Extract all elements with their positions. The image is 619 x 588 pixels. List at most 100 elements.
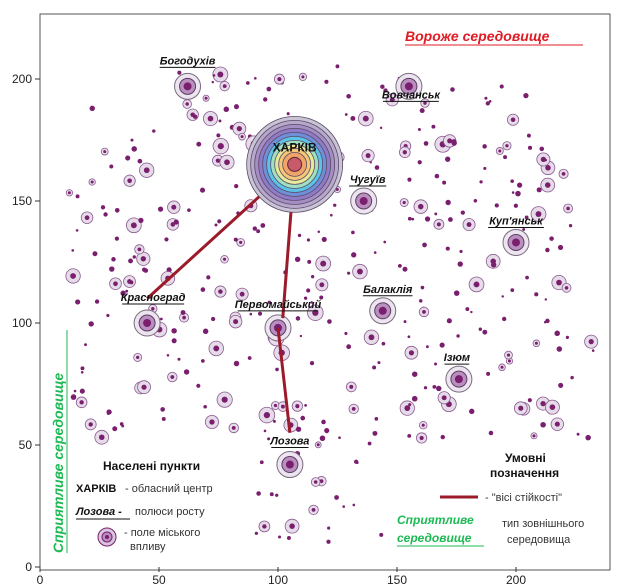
settlement-dot: [407, 433, 412, 438]
settlement-dot: [213, 345, 220, 352]
x-tick-label: 0: [37, 573, 44, 587]
settlement-dot: [295, 426, 302, 432]
settlement-dot: [349, 384, 354, 389]
settlement-dot: [422, 310, 426, 314]
settlement-dot: [112, 426, 118, 432]
settlement-dot: [125, 155, 131, 161]
settlement-dot: [70, 394, 77, 400]
settlement-dot: [486, 371, 491, 376]
settlement-dot: [344, 331, 348, 336]
pole-center: [404, 82, 413, 91]
settlement-dot: [534, 292, 539, 297]
settlement-dot: [383, 240, 387, 244]
settlement-dot: [249, 312, 253, 316]
settlement-dot: [196, 141, 202, 147]
settlement-dot: [532, 434, 536, 438]
settlement-dot: [136, 355, 140, 360]
settlement-dot: [317, 230, 321, 234]
settlement-dot: [434, 173, 440, 179]
legend-capital-key: ХАРКІВ: [76, 483, 116, 495]
settlement-dot: [402, 266, 408, 272]
legend-axis-desc: - "вісі стійкості": [485, 492, 562, 504]
settlement-dot: [557, 244, 564, 251]
settlement-dot: [263, 411, 271, 419]
settlement-dot: [103, 212, 108, 217]
settlement-dot: [309, 361, 315, 366]
settlement-dot: [523, 93, 529, 99]
settlement-dot: [565, 335, 569, 339]
settlement-dot: [280, 404, 285, 409]
settlement-dot: [214, 223, 218, 227]
settlement-dot: [128, 258, 133, 264]
settlement-dot: [402, 200, 406, 205]
city-label: Чугуїв: [350, 174, 386, 186]
settlement-dot: [522, 228, 526, 231]
settlement-dot: [137, 247, 142, 252]
settlement-dot: [556, 279, 562, 286]
settlement-dot: [223, 106, 230, 113]
settlement-dot: [71, 249, 75, 252]
settlement-dot: [170, 375, 175, 379]
settlement-dot: [407, 335, 411, 339]
city-label: Первомайський: [235, 299, 322, 311]
settlement-dot: [447, 138, 453, 144]
settlement-dot: [558, 382, 564, 388]
settlement-dot: [403, 320, 407, 324]
settlement-dot: [499, 84, 504, 89]
settlement-dot: [379, 126, 383, 130]
legend: Населені пункти ХАРКІВ - обласний центр …: [75, 451, 584, 553]
settlement-dot: [216, 133, 221, 138]
settlement-dot: [324, 428, 330, 434]
settlement-dot: [434, 362, 438, 366]
settlement-dot: [466, 222, 472, 228]
settlement-dot: [234, 183, 239, 189]
settlement-dot: [151, 307, 155, 311]
settlement-dot: [380, 84, 385, 89]
settlement-dot: [411, 395, 418, 402]
settlement-dot: [383, 88, 388, 93]
settlement-dot: [335, 64, 340, 69]
pole-center: [454, 375, 463, 384]
settlement-dot: [482, 144, 487, 149]
settlement-dot: [173, 219, 179, 225]
settlement-dot: [254, 531, 258, 535]
settlement-dot: [289, 523, 295, 529]
settlement-dot: [79, 388, 85, 394]
settlement-dot: [89, 105, 95, 112]
settlement-dot: [419, 108, 425, 114]
settlement-dot: [92, 251, 98, 257]
settlement-dot: [236, 126, 242, 132]
settlement-dot: [278, 535, 282, 539]
legend-capital-desc: - обласний центр: [125, 483, 213, 495]
settlement-dot: [141, 384, 147, 390]
settlement-dot: [441, 395, 447, 401]
settlement-dot: [273, 403, 278, 408]
settlement-dot: [319, 479, 324, 484]
settlement-dot: [350, 115, 356, 121]
plot-frame: [39, 13, 611, 571]
settlement-dot: [545, 165, 551, 171]
legend-symbols-title-2: позначення: [490, 466, 559, 480]
settlement-dot: [262, 524, 267, 529]
settlement-dot: [564, 286, 569, 290]
settlement-dot: [286, 535, 291, 540]
settlement-dot: [222, 257, 227, 261]
settlement-dot: [246, 81, 250, 85]
settlement-dot: [307, 259, 312, 264]
settlement-dot: [432, 384, 437, 389]
settlement-dot: [527, 398, 532, 403]
settlement-dot: [306, 288, 311, 293]
settlement-dot: [373, 251, 377, 254]
settlement-dot: [321, 236, 327, 242]
settlement-dot: [203, 404, 207, 409]
pole-center: [378, 306, 387, 315]
settlement-dot: [319, 282, 325, 288]
settlement-dot: [446, 318, 452, 324]
settlement-dot: [407, 177, 412, 182]
settlement-dot: [319, 295, 324, 300]
settlement-dot: [506, 353, 511, 357]
capital-field: ХАРКІВ: [246, 115, 344, 213]
settlement-dot: [434, 212, 438, 216]
settlement-dot: [543, 321, 547, 324]
settlement-dot: [408, 350, 414, 356]
